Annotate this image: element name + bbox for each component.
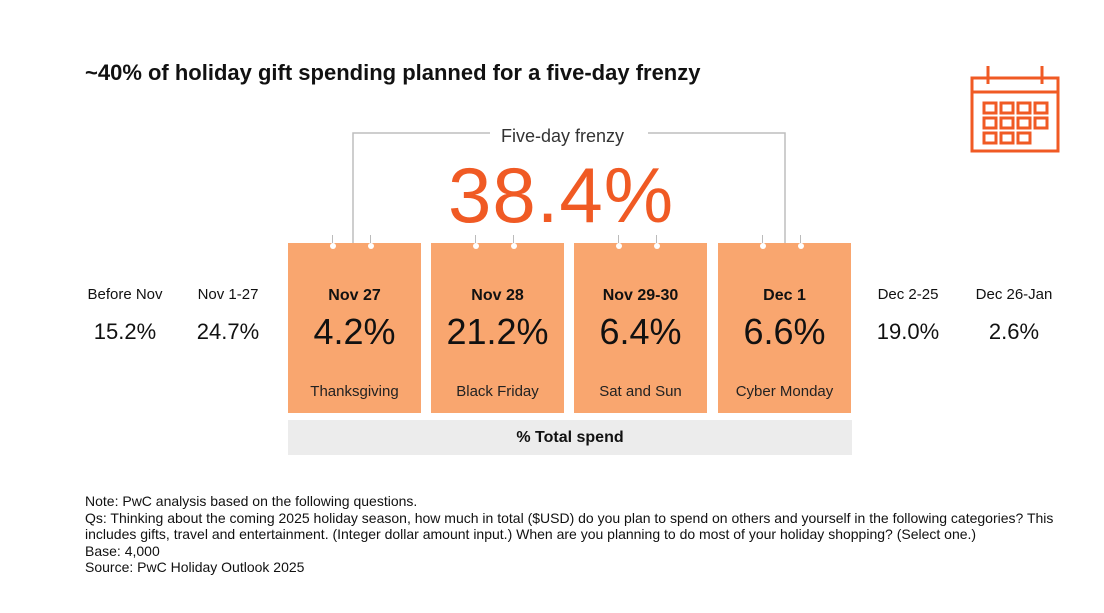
period-date: Nov 28 <box>471 287 524 304</box>
period-value: 21.2% <box>446 311 549 352</box>
period-column: Dec 2-25 19.0% <box>848 286 968 345</box>
card-ring-stem <box>370 235 371 245</box>
period-column: Nov 1-27 24.7% <box>168 286 288 345</box>
period-occasion: Cyber Monday <box>735 383 834 400</box>
source-line: Source: PwC Holiday Outlook 2025 <box>85 559 305 575</box>
card-ring <box>330 243 336 249</box>
period-date: Dec 1 <box>763 287 806 304</box>
card-ring-stem <box>656 235 657 245</box>
period-value: 15.2% <box>93 319 157 344</box>
frenzy-label: Five-day frenzy <box>498 126 628 147</box>
period-date: Dec 2-25 <box>877 286 939 303</box>
period-occasion: Sat and Sun <box>599 383 682 400</box>
period-date: Dec 26-Jan <box>975 286 1053 303</box>
period-date: Nov 29-30 <box>602 287 679 304</box>
total-spend-label: % Total spend <box>516 429 624 446</box>
card-ring <box>654 243 660 249</box>
period-card: Dec 1 6.6% Cyber Monday <box>718 235 851 413</box>
period-date: Nov 27 <box>328 287 381 304</box>
period-column: Before Nov 15.2% <box>65 286 185 345</box>
card-ring <box>473 243 479 249</box>
period-card: Nov 27 4.2% Thanksgiving <box>288 235 421 413</box>
period-value: 4.2% <box>313 311 396 352</box>
card-ring <box>798 243 804 249</box>
base-line: Base: 4,000 <box>85 542 160 559</box>
period-occasion: Black Friday <box>456 383 539 400</box>
card-ring-stem <box>800 235 801 245</box>
period-date: Nov 1-27 <box>197 286 259 303</box>
card-ring-stem <box>475 235 476 245</box>
period-date: Before Nov <box>87 286 163 303</box>
period-column: Dec 26-Jan 2.6% <box>954 286 1074 345</box>
period-card: Nov 29-30 6.4% Sat and Sun <box>574 235 707 413</box>
card-ring-stem <box>618 235 619 245</box>
period-value: 19.0% <box>876 319 940 344</box>
footnotes: Note: PwC analysis based on the followin… <box>85 493 1075 576</box>
questions-line: Qs: Thinking about the coming 2025 holid… <box>85 509 1054 543</box>
card-ring <box>616 243 622 249</box>
total-spend-bar: % Total spend <box>288 420 852 455</box>
card-ring <box>760 243 766 249</box>
card-ring-stem <box>513 235 514 245</box>
frenzy-value: 38.4% <box>448 151 675 239</box>
card-ring <box>368 243 374 249</box>
card-ring-stem <box>762 235 763 245</box>
card-ring-stem <box>332 235 333 245</box>
card-ring <box>511 243 517 249</box>
period-occasion: Thanksgiving <box>310 383 399 400</box>
note-line: Note: PwC analysis based on the followin… <box>85 493 418 509</box>
period-value: 6.4% <box>599 311 682 352</box>
period-value: 24.7% <box>196 319 260 344</box>
period-card: Nov 28 21.2% Black Friday <box>431 235 564 413</box>
period-value: 6.6% <box>743 311 826 352</box>
period-value: 2.6% <box>988 319 1040 344</box>
calendar-icon <box>970 66 1060 153</box>
chart-title: ~40% of holiday gift spending planned fo… <box>85 60 701 85</box>
